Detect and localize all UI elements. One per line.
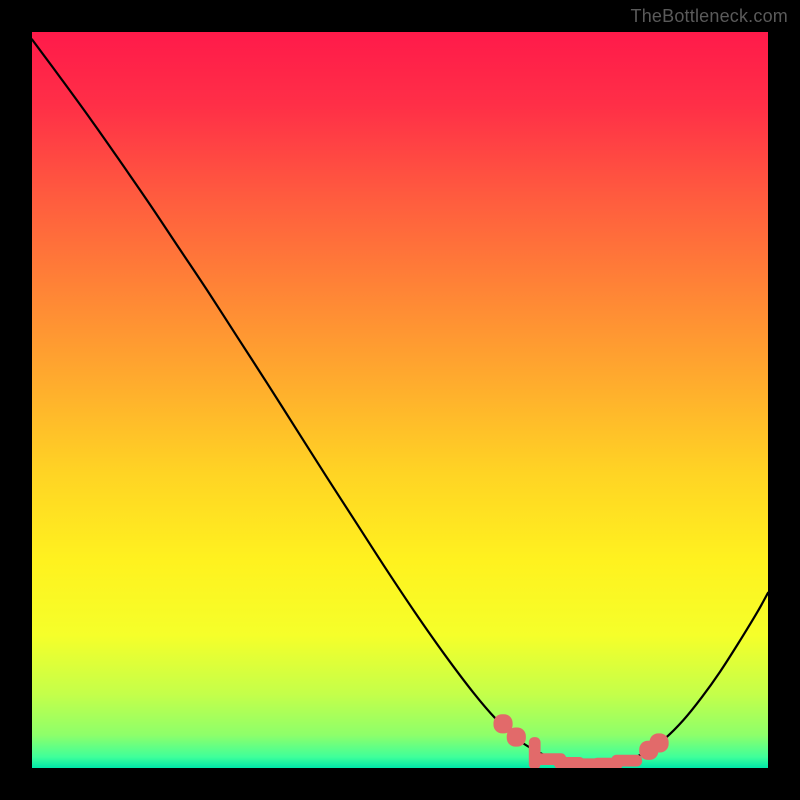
chart-svg: [32, 32, 768, 768]
watermark-text: TheBottleneck.com: [631, 6, 788, 27]
chart-background: [32, 32, 768, 768]
optimal-marker: [650, 733, 669, 752]
optimal-marker: [507, 728, 526, 747]
optimal-marker: [611, 755, 642, 767]
chart-plot-area: [32, 32, 768, 768]
